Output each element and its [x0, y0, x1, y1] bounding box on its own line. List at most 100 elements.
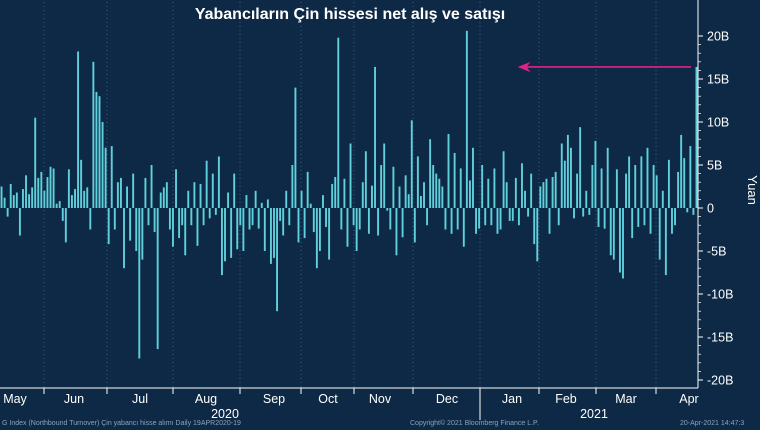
bar-47 — [144, 177, 147, 208]
bar-156 — [478, 208, 481, 229]
y-tick-label-3: 5B — [707, 159, 722, 173]
bar-21 — [64, 208, 67, 243]
bar-210 — [643, 208, 646, 226]
bar-82 — [251, 208, 254, 226]
bar-223 — [683, 158, 686, 208]
bar-14 — [43, 190, 46, 208]
bar-159 — [487, 178, 490, 208]
bar-220 — [674, 208, 676, 226]
y-tick-label-4: 0 — [707, 202, 714, 216]
bar-94 — [288, 208, 291, 226]
bar-171 — [524, 190, 526, 208]
x-tick-label-8: Jan — [502, 392, 522, 406]
bar-224 — [686, 208, 689, 213]
bar-179 — [548, 208, 551, 234]
y-tick-label-8: -20B — [707, 374, 733, 388]
bar-122 — [374, 66, 376, 209]
bar-88 — [269, 208, 272, 264]
x-tick-label-3: Aug — [195, 392, 217, 406]
bar-206 — [631, 208, 634, 239]
bar-20 — [61, 208, 64, 221]
bar-71 — [217, 156, 220, 208]
bar-124 — [380, 165, 383, 208]
bar-98 — [300, 190, 303, 208]
bar-104 — [318, 208, 321, 251]
bar-29 — [89, 208, 92, 230]
bar-34 — [104, 147, 107, 208]
bar-76 — [233, 173, 236, 208]
bar-153 — [468, 180, 471, 208]
bar-10 — [31, 187, 34, 208]
bar-217 — [664, 208, 667, 276]
bar-178 — [545, 178, 548, 208]
bar-140 — [429, 139, 432, 208]
bar-138 — [423, 182, 425, 208]
bar-50 — [153, 208, 156, 233]
bar-227 — [695, 66, 698, 209]
bar-87 — [266, 199, 269, 208]
bar-96 — [294, 87, 297, 208]
bar-100 — [306, 171, 309, 208]
bar-1 — [3, 197, 6, 208]
bar-183 — [560, 143, 563, 208]
bar-136 — [416, 156, 419, 208]
bar-202 — [618, 208, 621, 273]
bar-181 — [554, 171, 557, 208]
x-axis: May Jun Jul Aug Sep Oct Nov Dec Jan Feb Mar Apr 2020… — [0, 387, 699, 421]
chart-title: Yabancıların Çin hissesi net alış ve sat… — [194, 6, 506, 23]
bar-86 — [263, 208, 266, 251]
bar-158 — [484, 208, 487, 226]
x-tick-label-9: Feb — [555, 392, 577, 406]
bar-67 — [205, 160, 208, 208]
bar-5 — [15, 192, 18, 208]
bar-102 — [312, 208, 315, 233]
bar-7 — [22, 189, 24, 208]
bar-6 — [18, 208, 21, 236]
bar-103 — [315, 208, 318, 269]
y-tick-label-5: -5B — [707, 245, 726, 259]
bar-219 — [671, 208, 673, 234]
bar-170 — [521, 163, 523, 208]
bar-161 — [493, 168, 496, 208]
bar-39 — [119, 177, 122, 208]
bar-191 — [585, 190, 588, 208]
bar-83 — [254, 190, 257, 208]
bar-79 — [242, 208, 245, 251]
bar-129 — [395, 208, 398, 256]
bar-73 — [224, 208, 226, 262]
bar-11 — [34, 117, 37, 208]
bar-174 — [533, 208, 536, 245]
bar-81 — [248, 208, 251, 230]
bar-26 — [80, 159, 83, 208]
bar-59 — [181, 208, 184, 226]
bar-28 — [86, 187, 89, 208]
bar-3 — [9, 183, 12, 208]
bar-121 — [371, 185, 373, 208]
bar-65 — [199, 183, 202, 208]
bar-42 — [129, 208, 132, 241]
bar-2 — [6, 208, 9, 217]
bar-185 — [566, 134, 569, 208]
bar-30 — [92, 61, 95, 208]
footer-timestamp: 20-Apr-2021 14:47:3 — [680, 420, 745, 427]
bar-46 — [141, 208, 144, 260]
bar-64 — [196, 208, 199, 246]
bar-175 — [536, 208, 539, 262]
bar-176 — [539, 186, 542, 208]
bar-89 — [273, 208, 275, 258]
bar-70 — [214, 208, 217, 215]
bar-92 — [282, 208, 285, 236]
bar-112 — [343, 178, 346, 208]
bar-16 — [49, 166, 52, 208]
bar-189 — [579, 127, 582, 208]
bar-142 — [435, 173, 438, 208]
y-tick-label-1: 15B — [707, 73, 729, 87]
bar-95 — [291, 165, 294, 208]
bar-111 — [340, 208, 343, 230]
bar-147 — [450, 208, 453, 234]
y-tick-label-6: -10B — [707, 288, 733, 302]
bar-61 — [187, 190, 190, 208]
x-tick-label-1: Jun — [64, 392, 84, 406]
bar-166 — [508, 208, 511, 221]
bar-108 — [331, 183, 334, 208]
